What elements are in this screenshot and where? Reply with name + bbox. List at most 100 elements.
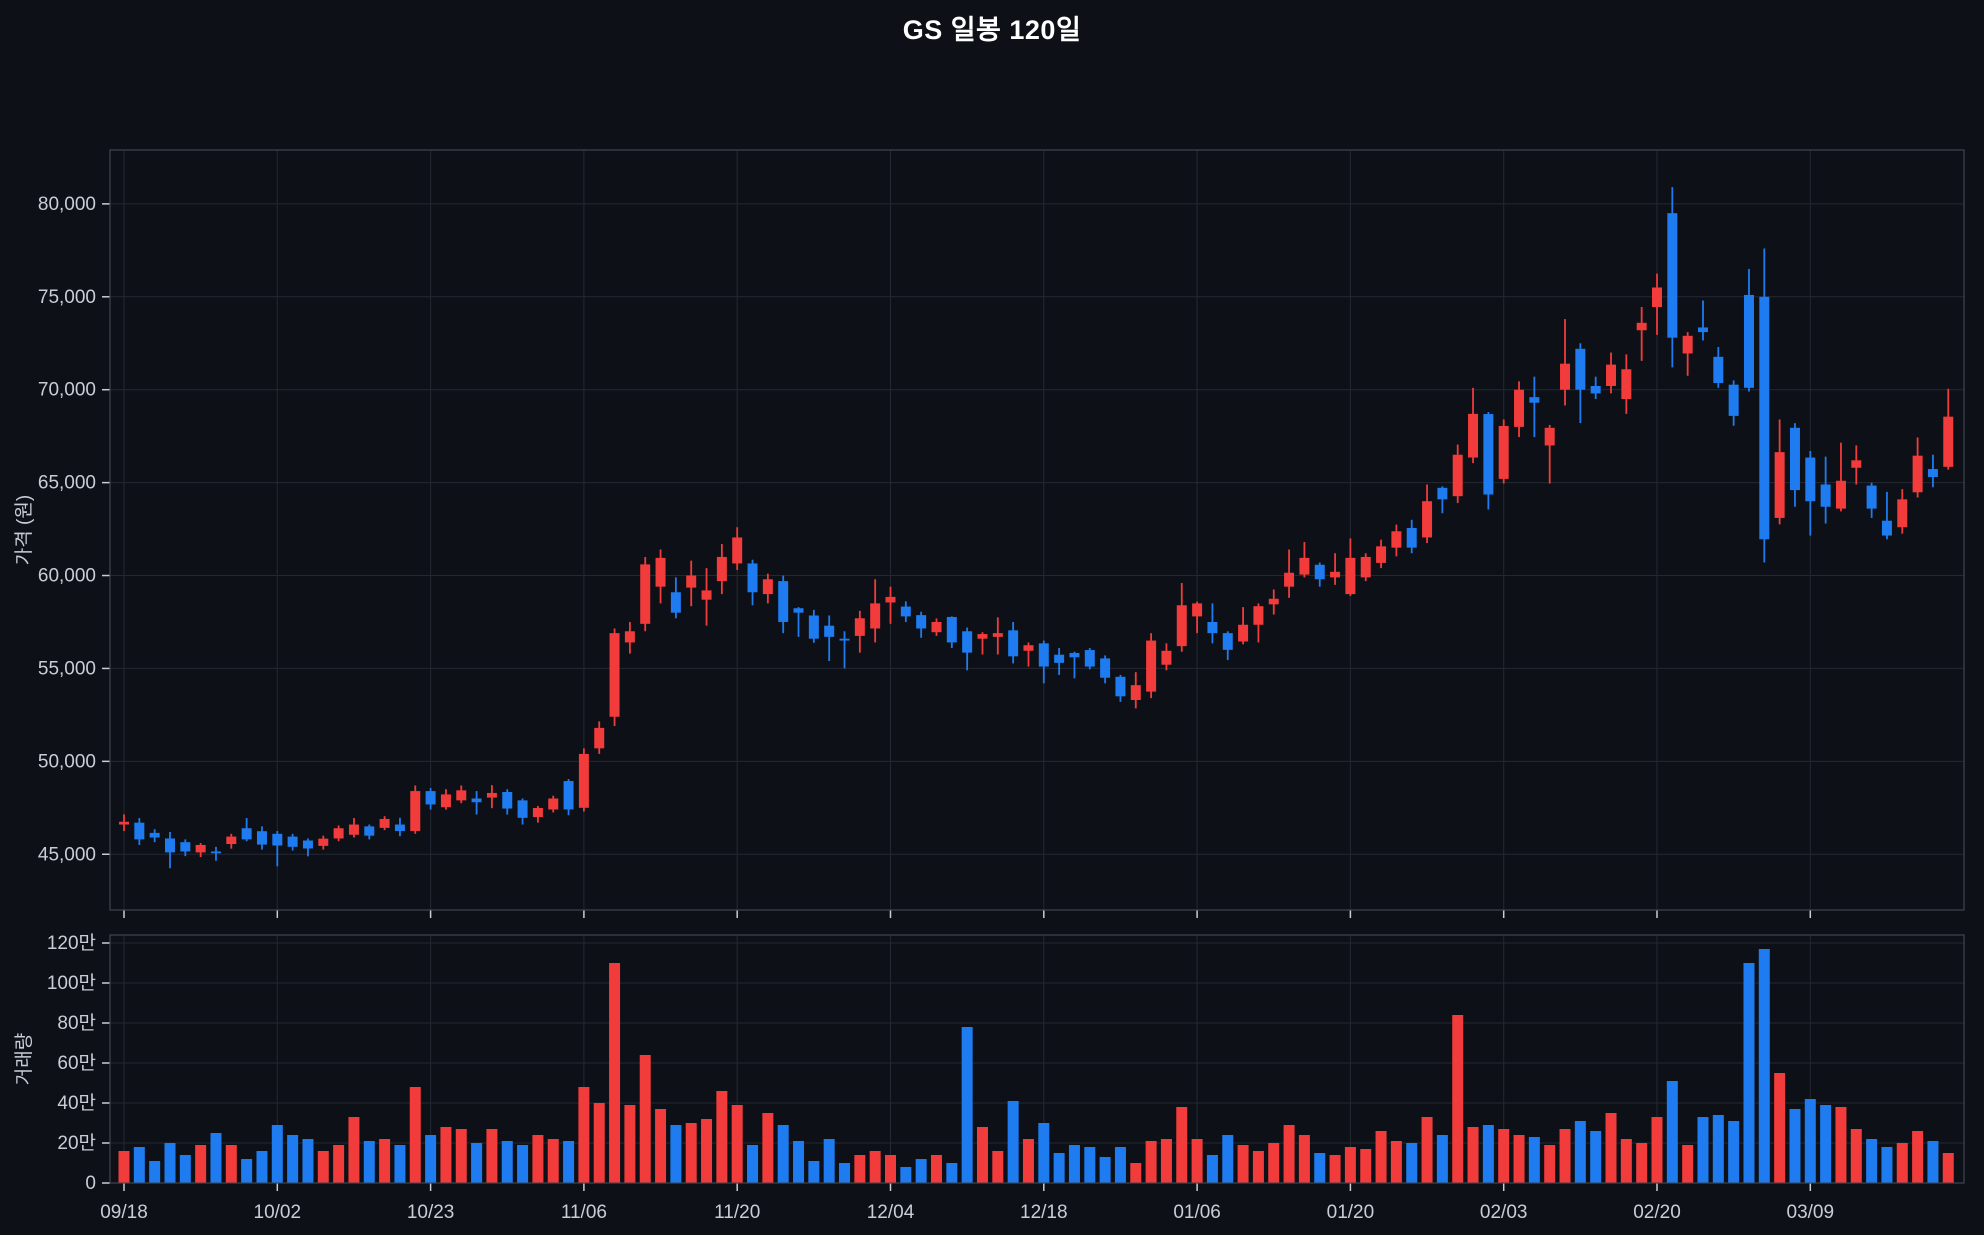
volume-bar — [1084, 1147, 1096, 1183]
volume-bar — [1712, 1115, 1724, 1183]
candle-body — [502, 792, 513, 809]
price-y-tick-label: 65,000 — [38, 473, 96, 494]
candle-body — [1820, 484, 1831, 507]
volume-bar — [425, 1135, 437, 1183]
volume-bar — [1620, 1139, 1632, 1183]
candle-body — [762, 579, 773, 595]
volume-bar — [149, 1161, 161, 1183]
volume-bar — [1820, 1105, 1832, 1183]
candle-body — [885, 596, 896, 603]
candle-body — [1130, 685, 1141, 701]
candle-body — [1529, 397, 1540, 403]
volume-y-tick-label: 60만 — [57, 1052, 96, 1074]
candle-body — [1682, 335, 1693, 354]
volume-bar — [1007, 1101, 1019, 1183]
volume-bar — [547, 1139, 559, 1183]
volume-bar — [1942, 1153, 1954, 1183]
candle-body — [578, 753, 589, 808]
volume-bar — [1314, 1153, 1326, 1183]
volume-bar — [333, 1145, 345, 1183]
volume-bar — [854, 1155, 866, 1183]
candle-body — [640, 564, 651, 624]
candle-body — [333, 828, 344, 839]
candle-body — [1023, 645, 1034, 651]
candle-body — [1376, 546, 1387, 563]
volume-bar — [471, 1143, 483, 1183]
candle-body — [241, 828, 252, 840]
volume-bar — [1513, 1135, 1525, 1183]
volume-bar — [1467, 1127, 1479, 1183]
volume-bar — [1651, 1117, 1663, 1183]
volume-bar — [1697, 1117, 1709, 1183]
volume-bar — [133, 1147, 145, 1183]
volume-bar — [1068, 1145, 1080, 1183]
candle-body — [839, 638, 850, 641]
candle-body — [1575, 348, 1586, 390]
candle-body — [1943, 416, 1954, 467]
candle-body — [1437, 487, 1448, 500]
x-tick-label: 01/06 — [1173, 1202, 1221, 1223]
volume-bar — [1191, 1139, 1203, 1183]
candle-body — [1590, 385, 1601, 394]
candle-body — [1161, 650, 1172, 665]
candle-body — [1360, 556, 1371, 578]
volume-bar — [1528, 1137, 1540, 1183]
volume-bar — [179, 1155, 191, 1183]
candle-body — [655, 557, 666, 587]
candle-body — [1805, 457, 1816, 502]
candle-body — [364, 826, 375, 836]
volume-bar — [302, 1139, 314, 1183]
volume-bar — [1406, 1143, 1418, 1183]
candle-body — [348, 824, 359, 835]
volume-bar — [777, 1125, 789, 1183]
volume-bar — [241, 1159, 253, 1183]
x-tick-label: 11/06 — [561, 1202, 607, 1223]
candle-body — [1927, 469, 1938, 478]
volume-bar — [885, 1155, 896, 1183]
volume-bar — [1329, 1155, 1341, 1183]
candle-body — [532, 807, 543, 818]
volume-bar — [1222, 1135, 1234, 1183]
candle-body — [410, 791, 421, 832]
candle-body — [302, 840, 313, 849]
x-tick-label: 02/20 — [1633, 1202, 1681, 1223]
x-tick-label: 09/18 — [100, 1202, 148, 1223]
candle-body — [594, 727, 605, 749]
volume-bar — [1774, 1073, 1786, 1183]
candle-body — [1881, 520, 1892, 536]
volume-bar — [992, 1151, 1004, 1183]
volume-bar — [1896, 1143, 1908, 1183]
volume-bar — [1574, 1121, 1586, 1183]
volume-bar — [195, 1145, 207, 1183]
candle-body — [670, 592, 681, 613]
candle-body — [716, 556, 727, 582]
candle-body — [425, 791, 436, 805]
price-y-tick-label: 55,000 — [38, 658, 96, 679]
volume-y-tick-label: 100만 — [47, 972, 96, 994]
volume-bar — [1375, 1131, 1387, 1183]
volume-bar — [670, 1125, 682, 1183]
volume-bar — [1421, 1117, 1433, 1183]
volume-bar — [593, 1103, 605, 1183]
volume-bar — [747, 1145, 759, 1183]
candle-body — [1253, 606, 1264, 625]
candle-body — [1238, 624, 1249, 642]
volume-bar — [639, 1055, 651, 1183]
price-y-tick-label: 75,000 — [38, 287, 96, 308]
candle-body — [548, 798, 559, 810]
volume-bar — [1498, 1129, 1510, 1183]
volume-bar — [486, 1129, 498, 1183]
candle-body — [563, 781, 574, 810]
candle-body — [394, 824, 405, 832]
candle-body — [180, 842, 191, 852]
volume-bar — [348, 1117, 360, 1183]
candle-body — [1774, 452, 1785, 518]
candle-body — [1636, 322, 1647, 331]
volume-bar — [532, 1135, 544, 1183]
volume-bar — [455, 1129, 467, 1183]
candle-body — [1667, 213, 1678, 338]
candle-body — [1452, 454, 1463, 497]
candle-body — [1284, 572, 1295, 587]
volume-bar — [1268, 1143, 1280, 1183]
candle-body — [824, 625, 835, 637]
